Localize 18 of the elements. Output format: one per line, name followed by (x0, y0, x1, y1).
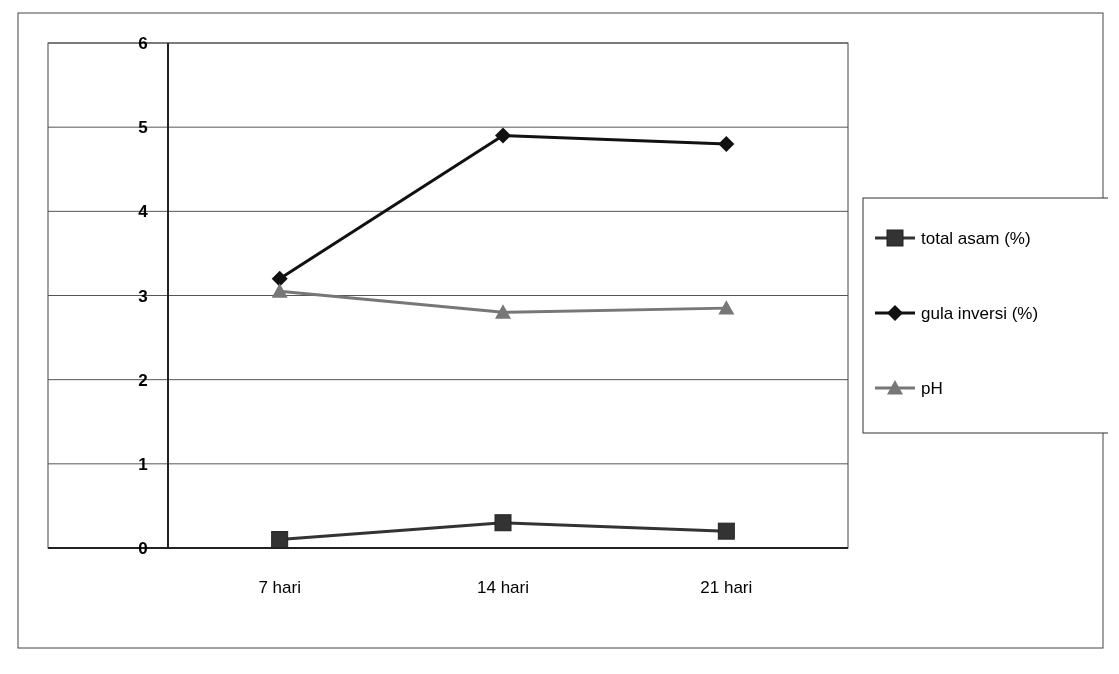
point (718, 136, 735, 152)
x-tick-label: 14 hari (477, 578, 529, 597)
legend-label: pH (921, 379, 943, 398)
y-tick-label: 5 (138, 118, 148, 138)
y-tick-label: 1 (138, 454, 148, 474)
point (495, 304, 511, 319)
x-tick-label: 7 hari (258, 578, 301, 597)
point (271, 283, 288, 298)
point (494, 514, 512, 532)
legend-label: total asam (%) (921, 229, 1031, 248)
point (718, 300, 735, 315)
point (717, 522, 735, 540)
point (271, 270, 288, 287)
x-tick-label: 21 hari (700, 578, 753, 597)
legend-label: gula inversi (%) (921, 304, 1039, 323)
y-tick-label: 6 (138, 34, 148, 53)
point (495, 127, 511, 144)
point (271, 531, 289, 549)
